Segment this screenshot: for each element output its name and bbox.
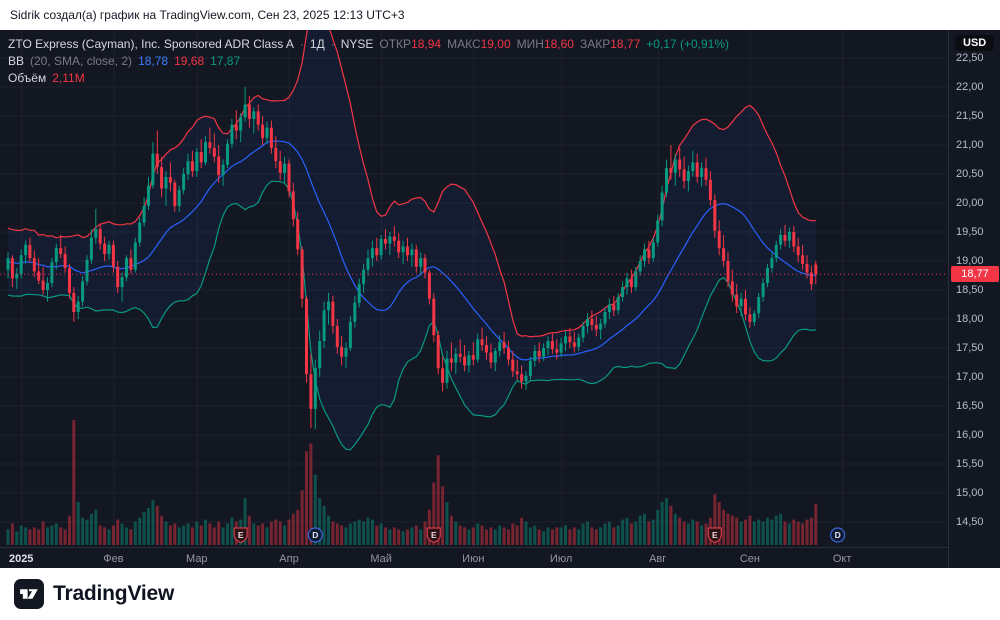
time-axis-label[interactable]: Окт bbox=[833, 553, 852, 565]
open-pair: ОТКР 18,94 bbox=[379, 36, 442, 51]
time-axis-label[interactable]: Апр bbox=[279, 553, 298, 565]
open-value: 18,94 bbox=[411, 36, 442, 51]
change-value: +0,17 (+0,91%) bbox=[646, 36, 729, 51]
earnings-marker[interactable]: E bbox=[707, 527, 722, 544]
chart-legend: ZTO Express (Cayman), Inc. Sponsored ADR… bbox=[8, 35, 729, 86]
close-pair: ЗАКР 18,77 bbox=[579, 36, 641, 51]
price-scale-label: 20,00 bbox=[956, 197, 984, 209]
chart-area: 2025 Фев Мар Апр Май Июн Июл Авг Сен Окт E E E D D ZTO… bbox=[0, 30, 1000, 568]
separator-dot: · bbox=[299, 36, 304, 51]
bollinger-lower-line bbox=[7, 180, 816, 451]
exchange-label[interactable]: NYSE bbox=[340, 36, 374, 51]
time-axis-label[interactable]: Авг bbox=[649, 553, 666, 565]
earnings-marker[interactable]: E bbox=[233, 527, 248, 544]
last-price-tag: 18,77 bbox=[951, 266, 999, 282]
dividend-marker[interactable]: D bbox=[307, 527, 323, 543]
tradingview-logo-icon[interactable] bbox=[14, 579, 44, 609]
price-scale-label: 18,00 bbox=[956, 313, 984, 325]
price-scale-label: 18,50 bbox=[956, 284, 984, 296]
price-scale-label: 19,50 bbox=[956, 226, 984, 238]
svg-text:D: D bbox=[312, 530, 318, 540]
bollinger-band-fill bbox=[8, 30, 816, 450]
svg-text:D: D bbox=[835, 530, 841, 540]
symbol-row: ZTO Express (Cayman), Inc. Sponsored ADR… bbox=[8, 35, 729, 52]
volume-value: 2,11M bbox=[52, 70, 85, 85]
bb-upper-value: 19,68 bbox=[174, 53, 205, 68]
close-value: 18,77 bbox=[610, 36, 641, 51]
attribution-bar: Sidrik создал(а) график на TradingView.c… bbox=[0, 0, 1000, 30]
dividend-marker[interactable]: D bbox=[830, 527, 846, 543]
time-axis-label[interactable]: Июн bbox=[462, 553, 484, 565]
price-scale-label: 22,50 bbox=[956, 52, 984, 64]
volume-row: Объём 2,11M bbox=[8, 69, 729, 86]
bb-basis-value: 18,78 bbox=[138, 53, 169, 68]
tradingview-brand[interactable]: TradingView bbox=[53, 582, 175, 605]
bollinger-basis-line bbox=[7, 140, 816, 361]
time-axis-label[interactable]: Мар bbox=[186, 553, 208, 565]
price-scale-label: 17,00 bbox=[956, 371, 984, 383]
footer: TradingView bbox=[0, 568, 1000, 620]
bollinger-row: BB (20, SMA, close, 2) 18,78 19,68 17,87 bbox=[8, 52, 729, 69]
price-scale-label: 16,00 bbox=[956, 429, 984, 441]
price-scale[interactable]: USD 22,50 22,00 21,50 21,00 20,50 20,00 19,50 1… bbox=[948, 30, 1000, 568]
price-scale-label: 22,00 bbox=[956, 81, 984, 93]
price-scale-label: 15,50 bbox=[956, 458, 984, 470]
price-scale-label: 15,00 bbox=[956, 487, 984, 499]
grid bbox=[0, 30, 948, 547]
svg-text:E: E bbox=[431, 530, 437, 540]
bb-title[interactable]: BB bbox=[8, 53, 25, 68]
time-axis-label[interactable]: Сен bbox=[740, 553, 760, 565]
symbol-title[interactable]: ZTO Express (Cayman), Inc. Sponsored ADR… bbox=[8, 36, 294, 51]
high-value: 19,00 bbox=[480, 36, 511, 51]
bb-args: (20, SMA, close, 2) bbox=[30, 53, 133, 68]
price-scale-label: 19,00 bbox=[956, 255, 984, 267]
separator-dot: · bbox=[330, 36, 335, 51]
time-axis-label[interactable]: 2025 bbox=[9, 553, 33, 565]
svg-text:E: E bbox=[712, 530, 718, 540]
candlesticks bbox=[6, 87, 818, 430]
low-pair: МИН 18,60 bbox=[516, 36, 574, 51]
volume-pane bbox=[6, 420, 818, 546]
currency-badge[interactable]: USD bbox=[955, 35, 995, 51]
time-axis-label[interactable]: Июл bbox=[550, 553, 572, 565]
price-scale-label: 14,50 bbox=[956, 516, 984, 528]
price-scale-label: 20,50 bbox=[956, 168, 984, 180]
interval-label[interactable]: 1Д bbox=[309, 36, 325, 51]
time-axis-label[interactable]: Май bbox=[370, 553, 392, 565]
high-pair: МАКС 19,00 bbox=[447, 36, 511, 51]
earnings-marker[interactable]: E bbox=[426, 527, 441, 544]
volume-title[interactable]: Объём bbox=[8, 70, 47, 85]
attribution-text: Sidrik создал(а) график на TradingView.c… bbox=[10, 8, 405, 22]
price-scale-label: 21,50 bbox=[956, 110, 984, 122]
low-value: 18,60 bbox=[543, 36, 574, 51]
price-scale-label: 16,50 bbox=[956, 400, 984, 412]
bb-lower-value: 17,87 bbox=[210, 53, 241, 68]
price-scale-label: 21,00 bbox=[956, 139, 984, 151]
svg-text:E: E bbox=[238, 530, 244, 540]
price-scale-label: 17,50 bbox=[956, 342, 984, 354]
chart-plot[interactable]: 2025 Фев Мар Апр Май Июн Июл Авг Сен Окт E E E D D bbox=[0, 30, 948, 568]
time-axis-label[interactable]: Фев bbox=[103, 553, 123, 565]
